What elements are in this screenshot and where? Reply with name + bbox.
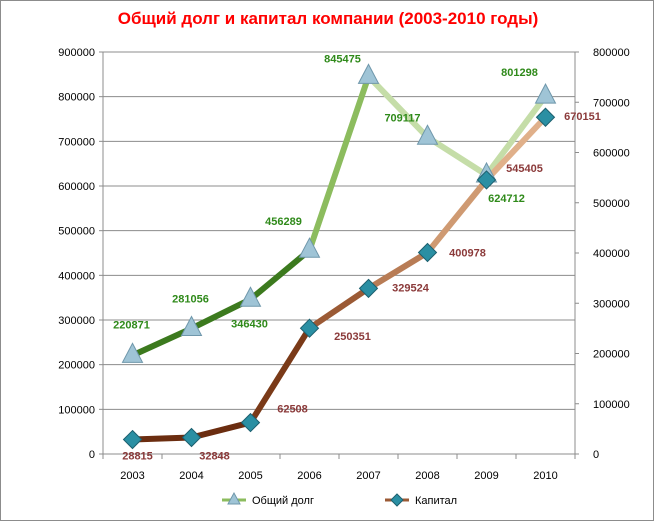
debt-line-segment xyxy=(247,247,313,303)
capital-point-marker xyxy=(417,242,438,263)
debt-data-label: 220871 xyxy=(113,319,150,331)
debt-data-label: 456289 xyxy=(265,216,302,228)
y-right-tick-label: 0 xyxy=(593,449,599,461)
capital-point-marker xyxy=(535,107,556,127)
debt-point-marker xyxy=(239,286,262,307)
debt-point-marker xyxy=(534,83,557,104)
capital-data-label: 329524 xyxy=(392,282,430,294)
capital-line-segment xyxy=(188,419,254,441)
y-right-tick-label: 700000 xyxy=(593,97,630,109)
data-labels: 220871 281056 346430 456289 845475 709117 6247… xyxy=(113,53,601,462)
debt-data-label: 801298 xyxy=(501,67,538,79)
series-markers xyxy=(121,63,557,450)
debt-data-label: 281056 xyxy=(172,293,209,305)
debt-data-label: 346430 xyxy=(231,318,268,330)
capital-data-label: 28815 xyxy=(122,451,153,463)
y-left-tick-label: 400000 xyxy=(58,270,95,282)
capital-point-marker xyxy=(181,427,202,448)
debt-line-segment xyxy=(365,73,431,141)
capital-point-marker xyxy=(358,278,379,299)
y-left-tick-label: 100000 xyxy=(58,404,95,416)
debt-data-label: 624712 xyxy=(488,193,525,205)
legend-label: Общий долг xyxy=(252,495,314,507)
y-right-tick-label: 400000 xyxy=(593,248,630,260)
capital-line-segment xyxy=(129,434,195,443)
debt-point-marker xyxy=(416,124,439,145)
x-tick-label: 2007 xyxy=(356,470,380,482)
capital-line-segment xyxy=(306,285,372,332)
y-right-tick-label: 100000 xyxy=(593,399,630,411)
debt-line-segment xyxy=(129,325,195,359)
debt-line-segment xyxy=(483,93,549,178)
legend-item-debt: Общий долг xyxy=(222,491,314,507)
legend-marker-swatch xyxy=(227,491,241,505)
y-left-tick-label: 600000 xyxy=(58,181,95,193)
capital-point-marker xyxy=(476,170,497,190)
x-tick-label: 2009 xyxy=(474,470,498,482)
legend-marker-swatch xyxy=(390,493,404,507)
axes: 0 100000 200000 300000 400000 500000 600000 700… xyxy=(58,47,629,482)
capital-line-segment xyxy=(365,249,431,292)
capital-line-segment xyxy=(247,325,313,426)
x-tick-label: 2003 xyxy=(120,470,144,482)
capital-line-segment xyxy=(483,114,549,183)
y-right-tick-label: 500000 xyxy=(593,198,630,210)
debt-line-segment xyxy=(188,296,254,332)
y-right-tick-label: 200000 xyxy=(593,349,630,361)
y-left-tick-label: 900000 xyxy=(58,47,95,59)
y-left-tick-label: 800000 xyxy=(58,92,95,104)
debt-point-marker xyxy=(180,315,203,336)
legend: Общий долг Капитал xyxy=(222,491,457,507)
y-left-tick-label: 500000 xyxy=(58,226,95,238)
capital-line-segment xyxy=(424,176,490,256)
capital-data-label: 250351 xyxy=(334,331,371,343)
x-tick-label: 2004 xyxy=(179,470,203,482)
x-tick-label: 2008 xyxy=(415,470,439,482)
capital-data-label: 62508 xyxy=(277,404,308,416)
y-right-tick-label: 300000 xyxy=(593,298,630,310)
capital-data-label: 400978 xyxy=(449,248,486,260)
chart-title: Общий долг и капитал компании (2003-2010… xyxy=(117,9,539,28)
x-tick-label: 2010 xyxy=(533,470,557,482)
capital-data-label: 32848 xyxy=(199,450,230,462)
capital-point-marker xyxy=(240,412,261,433)
y-left-tick-label: 200000 xyxy=(58,360,95,372)
debt-point-marker xyxy=(357,63,380,84)
capital-point-marker xyxy=(299,318,320,338)
y-left-tick-label: 700000 xyxy=(58,136,95,148)
y-left-tick-label: 300000 xyxy=(58,315,95,327)
x-tick-label: 2005 xyxy=(238,470,262,482)
y-right-tick-label: 800000 xyxy=(593,47,630,59)
debt-point-marker xyxy=(298,237,321,258)
capital-point-marker xyxy=(122,429,143,450)
legend-item-capital: Капитал xyxy=(385,493,457,507)
legend-label: Капитал xyxy=(415,495,457,507)
capital-data-label: 670151 xyxy=(564,111,601,123)
debt-data-label: 709117 xyxy=(384,112,420,124)
y-right-tick-label: 600000 xyxy=(593,148,630,160)
debt-point-marker xyxy=(121,342,144,363)
y-left-tick-label: 0 xyxy=(89,449,95,461)
debt-data-label: 845475 xyxy=(324,53,361,65)
x-tick-label: 2006 xyxy=(297,470,321,482)
capital-data-label: 545405 xyxy=(506,163,543,175)
gridlines xyxy=(103,51,575,410)
debt-line-segment xyxy=(306,73,372,254)
